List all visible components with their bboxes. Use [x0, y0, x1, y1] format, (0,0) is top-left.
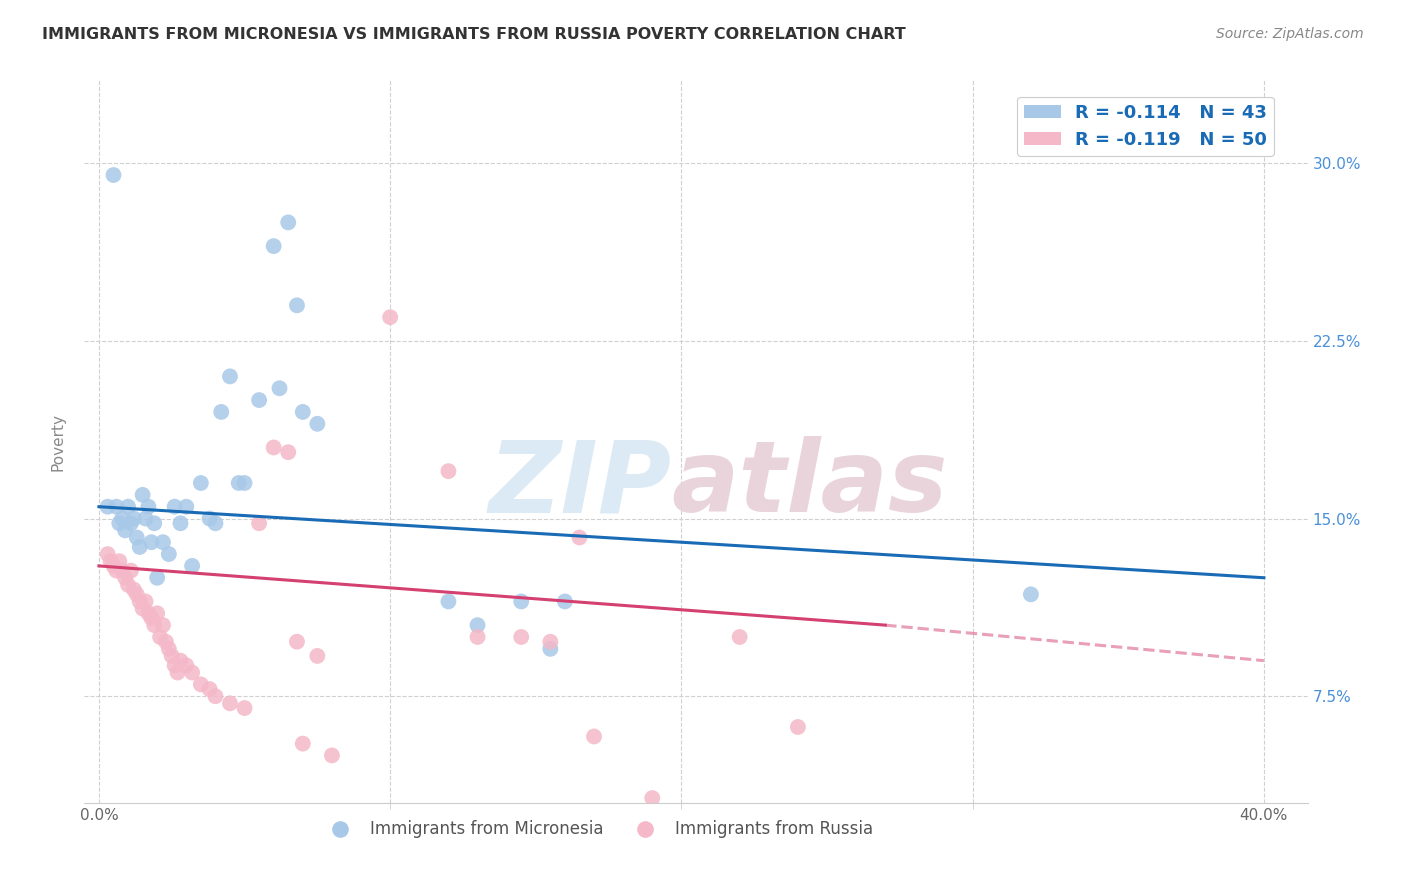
Point — [198, 682, 221, 697]
Point — [105, 500, 128, 514]
Point — [100, 554, 122, 568]
Point — [437, 464, 460, 478]
Point — [138, 500, 160, 514]
Point — [510, 630, 533, 644]
Point — [166, 665, 188, 680]
Point — [728, 630, 751, 644]
Point — [103, 168, 125, 182]
Point — [157, 547, 180, 561]
Point — [135, 594, 157, 608]
Point — [141, 535, 163, 549]
Point — [160, 648, 183, 663]
Point — [149, 630, 172, 644]
Point — [141, 611, 163, 625]
Point — [169, 654, 191, 668]
Point — [169, 516, 191, 531]
Point — [247, 516, 270, 531]
Point — [204, 516, 226, 531]
Point — [233, 701, 256, 715]
Point — [380, 310, 402, 325]
Point — [190, 677, 212, 691]
Text: Source: ZipAtlas.com: Source: ZipAtlas.com — [1216, 27, 1364, 41]
Point — [128, 594, 150, 608]
Point — [143, 516, 166, 531]
Point — [131, 488, 153, 502]
Point — [143, 618, 166, 632]
Point — [181, 558, 204, 573]
Point — [307, 417, 329, 431]
Point — [108, 516, 131, 531]
Point — [437, 594, 460, 608]
Point — [538, 634, 561, 648]
Point — [190, 475, 212, 490]
Point — [198, 511, 221, 525]
Point — [291, 405, 314, 419]
Point — [204, 689, 226, 703]
Point — [157, 641, 180, 656]
Point — [152, 535, 174, 549]
Point — [263, 239, 285, 253]
Point — [277, 215, 299, 229]
Point — [152, 618, 174, 632]
Point — [467, 630, 489, 644]
Point — [291, 737, 314, 751]
Point — [181, 665, 204, 680]
Point — [108, 554, 131, 568]
Text: ZIP: ZIP — [488, 436, 672, 533]
Point — [138, 607, 160, 621]
Point — [538, 641, 561, 656]
Point — [122, 582, 145, 597]
Text: atlas: atlas — [672, 436, 948, 533]
Point — [641, 791, 664, 805]
Point — [122, 511, 145, 525]
Point — [568, 531, 591, 545]
Point — [219, 696, 242, 710]
Point — [117, 578, 139, 592]
Point — [120, 564, 142, 578]
Point — [247, 393, 270, 408]
Point — [135, 511, 157, 525]
Point — [125, 587, 148, 601]
Point — [97, 547, 120, 561]
Point — [163, 658, 186, 673]
Point — [163, 500, 186, 514]
Point — [146, 607, 169, 621]
Point — [114, 571, 136, 585]
Point — [174, 658, 197, 673]
Point — [510, 594, 533, 608]
Point — [174, 500, 197, 514]
Point — [307, 648, 329, 663]
Point — [467, 618, 489, 632]
Point — [228, 475, 250, 490]
Point — [111, 511, 134, 525]
Point — [111, 564, 134, 578]
Point — [128, 540, 150, 554]
Point — [219, 369, 242, 384]
Point — [117, 500, 139, 514]
Point — [155, 634, 177, 648]
Point — [146, 571, 169, 585]
Point — [120, 516, 142, 531]
Point — [125, 531, 148, 545]
Point — [103, 558, 125, 573]
Point — [1019, 587, 1042, 601]
Point — [554, 594, 576, 608]
Point — [233, 475, 256, 490]
Point — [285, 634, 308, 648]
Point — [285, 298, 308, 312]
Point — [583, 730, 606, 744]
Point — [97, 500, 120, 514]
Point — [321, 748, 343, 763]
Point — [277, 445, 299, 459]
Text: IMMIGRANTS FROM MICRONESIA VS IMMIGRANTS FROM RUSSIA POVERTY CORRELATION CHART: IMMIGRANTS FROM MICRONESIA VS IMMIGRANTS… — [42, 27, 905, 42]
Point — [209, 405, 232, 419]
Point — [131, 601, 153, 615]
Point — [269, 381, 291, 395]
Y-axis label: Poverty: Poverty — [51, 412, 66, 471]
Point — [105, 564, 128, 578]
Point — [787, 720, 810, 734]
Legend: Immigrants from Micronesia, Immigrants from Russia: Immigrants from Micronesia, Immigrants f… — [316, 814, 880, 845]
Point — [114, 524, 136, 538]
Point — [263, 441, 285, 455]
